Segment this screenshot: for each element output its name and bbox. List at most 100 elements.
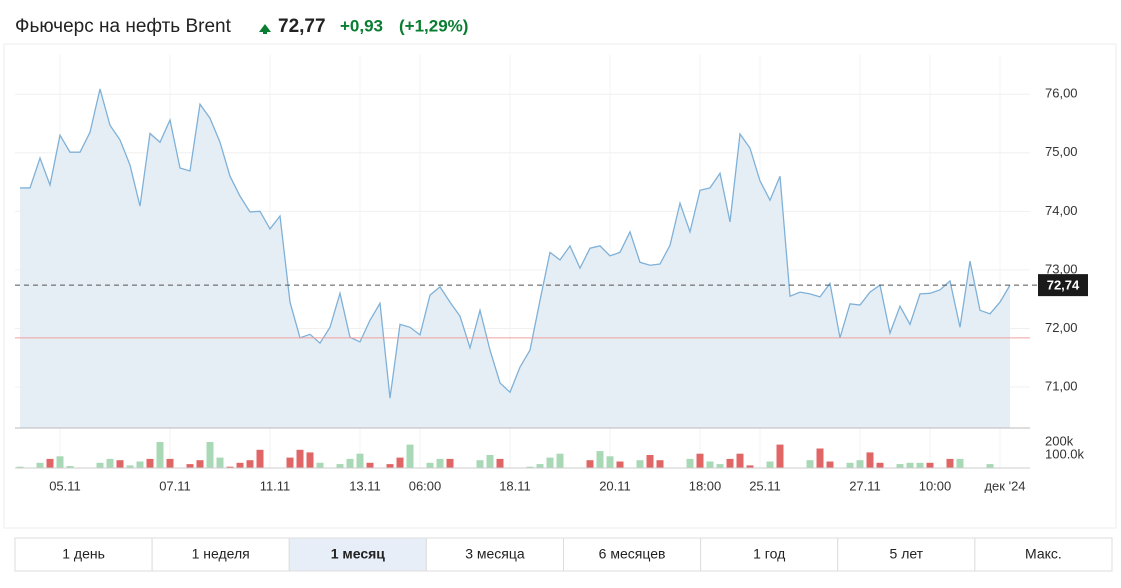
volume-bar bbox=[946, 458, 954, 468]
volume-bar bbox=[896, 464, 904, 468]
volume-bar bbox=[716, 464, 724, 468]
volume-bar bbox=[216, 457, 224, 468]
volume-bar bbox=[16, 466, 24, 468]
volume-bar bbox=[56, 456, 64, 468]
volume-bar bbox=[656, 460, 664, 468]
y-tick-label: 71,00 bbox=[1045, 378, 1078, 393]
x-tick-label: 07.11 bbox=[159, 478, 191, 493]
last-price-box bbox=[1038, 274, 1088, 297]
range-button-label[interactable]: 5 лет bbox=[890, 546, 924, 562]
range-button[interactable] bbox=[151, 537, 290, 572]
range-button[interactable] bbox=[837, 537, 976, 572]
volume-bar bbox=[926, 462, 934, 468]
y-tick-label: 74,00 bbox=[1045, 203, 1078, 218]
range-button[interactable] bbox=[700, 537, 839, 572]
volume-bar bbox=[186, 464, 194, 468]
volume-bar bbox=[956, 458, 964, 468]
y-tick-label: 72,00 bbox=[1045, 320, 1078, 335]
range-button-label[interactable]: 1 год bbox=[753, 546, 785, 562]
price: 72,77 bbox=[278, 16, 326, 37]
volume-bar bbox=[596, 451, 604, 468]
x-tick-label: 10:00 bbox=[919, 478, 952, 493]
volume-bar bbox=[586, 460, 594, 468]
volume-bar bbox=[106, 458, 114, 468]
volume-bar bbox=[36, 462, 44, 468]
volume-bar bbox=[406, 444, 414, 468]
volume-bar bbox=[256, 449, 264, 468]
y-tick-label: 75,00 bbox=[1045, 144, 1078, 159]
volume-bar bbox=[476, 460, 484, 468]
chart-frame bbox=[3, 43, 1117, 529]
volume-bar bbox=[876, 462, 884, 468]
volume-bar bbox=[916, 462, 924, 468]
volume-bar bbox=[356, 453, 364, 468]
volume-bar bbox=[636, 460, 644, 468]
volume-bar bbox=[686, 458, 694, 468]
volume-bar bbox=[986, 464, 994, 468]
volume-bar bbox=[746, 465, 754, 468]
volume-bar bbox=[196, 460, 204, 468]
volume-bar bbox=[426, 462, 434, 468]
volume-bar bbox=[246, 460, 254, 468]
volume-bar bbox=[386, 464, 394, 468]
volume-bar bbox=[116, 460, 124, 468]
range-button-label[interactable]: 6 месяцев bbox=[599, 546, 666, 562]
volume-bar bbox=[546, 457, 554, 468]
range-button[interactable] bbox=[288, 537, 427, 572]
volume-bar bbox=[156, 442, 164, 468]
change: +0,93 bbox=[340, 16, 383, 35]
volume-bar bbox=[486, 455, 494, 468]
volume-bar bbox=[336, 464, 344, 468]
range-button[interactable] bbox=[425, 537, 564, 572]
price-area bbox=[20, 88, 1010, 428]
range-button-label[interactable]: Макс. bbox=[1025, 546, 1062, 562]
range-button[interactable] bbox=[974, 537, 1113, 572]
volume-bar bbox=[816, 448, 824, 468]
range-button[interactable] bbox=[14, 537, 153, 572]
volume-bar bbox=[46, 458, 54, 468]
volume-bar bbox=[146, 458, 154, 468]
v-tick-label: 200k bbox=[1045, 433, 1074, 448]
v-tick-label: 100.0k bbox=[1045, 446, 1085, 461]
x-tick-label: дек '24 bbox=[984, 478, 1025, 493]
volume-bar bbox=[366, 462, 374, 468]
volume-bar bbox=[526, 466, 534, 468]
volume-bar bbox=[616, 461, 624, 468]
volume-bar bbox=[446, 458, 454, 468]
volume-bar bbox=[726, 458, 734, 468]
x-tick-label: 25.11 bbox=[749, 478, 781, 493]
volume-bar bbox=[706, 461, 714, 468]
x-tick-label: 13.11 bbox=[349, 478, 381, 493]
volume-bar bbox=[806, 460, 814, 468]
range-button-label[interactable]: 1 день bbox=[62, 546, 105, 562]
volume-bar bbox=[826, 461, 834, 468]
volume-bar bbox=[906, 462, 914, 468]
volume-bar bbox=[396, 457, 404, 468]
y-tick-label: 76,00 bbox=[1045, 86, 1078, 101]
volume-bar bbox=[496, 458, 504, 468]
volume-bar bbox=[126, 465, 134, 468]
volume-bar bbox=[696, 453, 704, 468]
volume-bar bbox=[236, 462, 244, 468]
last-price-label: 72,74 bbox=[1047, 278, 1080, 293]
volume-bar bbox=[136, 461, 144, 468]
volume-bar bbox=[306, 452, 314, 468]
range-button[interactable] bbox=[563, 537, 702, 572]
range-button-label[interactable]: 1 месяц bbox=[331, 546, 386, 562]
x-tick-label: 05.11 bbox=[49, 478, 81, 493]
volume-bar bbox=[736, 453, 744, 468]
range-button-label[interactable]: 3 месяца bbox=[465, 546, 525, 562]
up-arrow bbox=[259, 24, 271, 34]
x-tick-label: 27.11 bbox=[849, 478, 881, 493]
volume-bar bbox=[346, 458, 354, 468]
price-line bbox=[20, 88, 1011, 399]
range-button-label[interactable]: 1 неделя bbox=[192, 546, 250, 562]
volume-bar bbox=[846, 462, 854, 468]
y-tick-label: 73,00 bbox=[1045, 261, 1078, 276]
volume-bar bbox=[436, 458, 444, 468]
x-tick-label: 11.11 bbox=[260, 478, 291, 493]
volume-bar bbox=[96, 462, 104, 468]
volume-bar bbox=[856, 460, 864, 468]
